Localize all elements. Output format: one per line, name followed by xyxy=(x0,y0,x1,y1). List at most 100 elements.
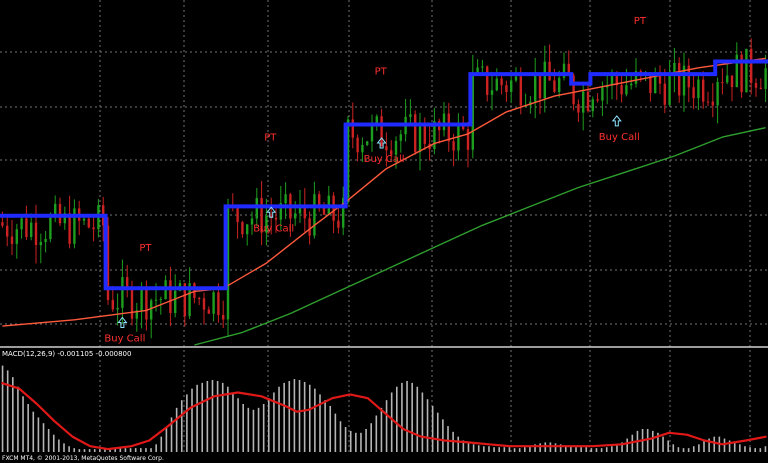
candle-body xyxy=(505,85,508,92)
candle-body xyxy=(246,224,249,235)
candle-body xyxy=(500,78,503,86)
candle-body xyxy=(385,146,388,151)
candle-body xyxy=(447,113,450,142)
candle-body xyxy=(615,75,618,86)
candle-body xyxy=(111,299,114,310)
candle-body xyxy=(356,137,359,153)
candle-body xyxy=(322,208,326,215)
buy-call-label: Buy Call xyxy=(364,154,405,165)
candle-body xyxy=(682,65,686,96)
candle-body xyxy=(222,314,225,320)
candle-body xyxy=(553,80,556,92)
candle-body xyxy=(49,217,52,240)
candle-body xyxy=(471,72,474,150)
candle-body xyxy=(711,101,714,106)
candle-body xyxy=(25,218,28,237)
candle-body xyxy=(370,123,374,142)
candle-body xyxy=(534,76,537,102)
candle-body xyxy=(82,218,86,221)
candle-body xyxy=(433,121,436,149)
candle-body xyxy=(409,114,412,117)
candle-body xyxy=(596,99,599,101)
buy-call-label: Buy Call xyxy=(253,223,294,234)
indicator-label: MACD(12,26,9) -0.001105 -0.000800 xyxy=(2,350,131,358)
candle-body xyxy=(490,90,494,95)
candle-body xyxy=(226,205,230,320)
candle-body xyxy=(702,79,705,102)
candle-body xyxy=(87,218,90,228)
candle-body xyxy=(150,300,153,320)
candle-body xyxy=(730,75,734,88)
candle-body xyxy=(740,54,743,93)
candle-body xyxy=(39,242,42,246)
candle-body xyxy=(697,79,700,99)
signal-line xyxy=(1,381,767,451)
candle-body xyxy=(250,218,254,225)
candle-body xyxy=(567,63,570,76)
candle-body xyxy=(130,286,134,319)
candle-body xyxy=(298,204,302,214)
candle-body xyxy=(126,277,129,287)
candle-body xyxy=(15,229,18,244)
buy-call-label: Buy Call xyxy=(599,132,640,143)
candle-body xyxy=(337,220,340,228)
candle-body xyxy=(586,91,590,112)
candle-body xyxy=(735,54,738,88)
buy-signal-arrow-icon xyxy=(117,316,128,328)
candle-body xyxy=(692,87,695,99)
buy-signal-arrow-icon xyxy=(611,115,622,127)
candle-body xyxy=(716,82,719,106)
candle-body xyxy=(274,217,278,220)
candle-body xyxy=(591,99,594,112)
candle-body xyxy=(572,75,575,105)
candle-body xyxy=(30,222,33,237)
candle-body xyxy=(658,73,662,84)
candle-body xyxy=(44,239,47,243)
candle-body xyxy=(654,73,657,94)
candle-body xyxy=(217,292,220,315)
candle-body xyxy=(476,67,479,73)
candle-body xyxy=(20,218,23,230)
trend-step-line xyxy=(0,59,768,291)
candle-body xyxy=(342,197,345,228)
candle-body xyxy=(193,283,196,299)
candle-body xyxy=(303,204,306,219)
candle-body xyxy=(418,124,422,153)
candle-body xyxy=(6,225,9,237)
candle-body xyxy=(236,206,239,223)
pt-label: PT xyxy=(375,66,388,77)
candle-body xyxy=(538,76,542,99)
candle-body xyxy=(68,213,71,244)
candle-body xyxy=(351,119,354,138)
candle-body xyxy=(510,80,513,92)
fast-moving-average xyxy=(2,57,766,327)
candle-body xyxy=(486,66,489,95)
candle-body xyxy=(548,61,551,81)
candle-body xyxy=(207,309,210,314)
candle-body xyxy=(399,134,402,141)
candle-body xyxy=(169,280,172,313)
candle-body xyxy=(188,283,191,317)
candle-body xyxy=(183,283,186,317)
candle-body xyxy=(366,141,369,145)
slow-moving-average xyxy=(194,127,766,346)
candle-body xyxy=(678,63,681,96)
candle-body xyxy=(663,83,666,105)
candle-body xyxy=(308,218,311,236)
candle-body xyxy=(159,299,162,301)
slow-ma-line xyxy=(194,127,766,346)
candle-body xyxy=(106,225,110,300)
signal-annotations: Buy Call PT Buy Call PT Buy Call PT Buy Call PT xyxy=(104,16,646,345)
candle-body xyxy=(394,140,398,155)
candle-body xyxy=(121,277,124,308)
candle-body xyxy=(380,116,383,147)
candle-body xyxy=(140,287,143,311)
candle-body xyxy=(620,85,623,95)
candle-body xyxy=(543,61,546,99)
candle-body xyxy=(558,77,561,92)
candle-body xyxy=(649,72,652,94)
candle-body xyxy=(625,85,628,95)
candle-body xyxy=(313,194,316,236)
candle-body xyxy=(423,124,426,144)
